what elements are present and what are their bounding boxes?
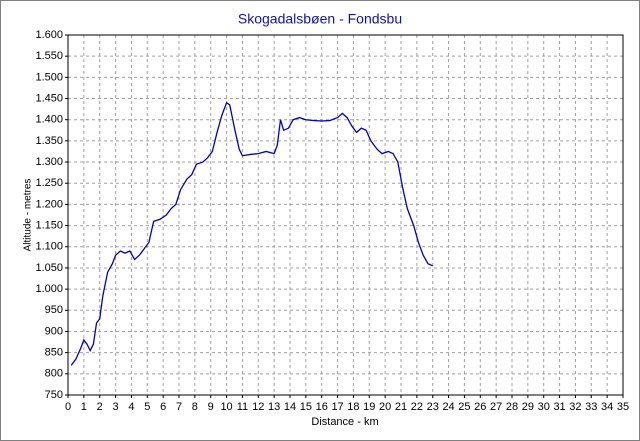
x-tick-label: 33	[585, 401, 597, 413]
x-tick-label: 23	[427, 401, 439, 413]
x-tick-label: 34	[601, 401, 613, 413]
y-tick-label: 750	[45, 389, 63, 401]
x-tick-label: 18	[347, 401, 359, 413]
x-tick-label: 8	[192, 401, 198, 413]
x-axis-label: Distance - km	[311, 416, 378, 428]
y-tick-label: 1.150	[35, 219, 63, 231]
y-tick-label: 800	[45, 368, 63, 380]
x-tick-label: 28	[506, 401, 518, 413]
y-tick-label: 1.200	[35, 198, 63, 210]
x-tick-label: 13	[268, 401, 280, 413]
x-tick-label: 2	[97, 401, 103, 413]
y-tick-label: 1.550	[35, 50, 63, 62]
y-tick-label: 1.400	[35, 114, 63, 126]
y-tick-label: 1.450	[35, 92, 63, 104]
x-tick-label: 16	[316, 401, 328, 413]
x-tick-label: 19	[363, 401, 375, 413]
y-tick-label: 950	[45, 304, 63, 316]
y-tick-label: 1.100	[35, 241, 63, 253]
x-tick-label: 15	[300, 401, 312, 413]
x-tick-label: 1	[81, 401, 87, 413]
y-tick-label: 1.250	[35, 177, 63, 189]
x-tick-label: 11	[237, 401, 248, 413]
y-tick-label: 1.600	[35, 29, 63, 41]
x-tick-label: 35	[617, 401, 629, 413]
x-tick-label: 32	[569, 401, 581, 413]
x-tick-label: 3	[113, 401, 119, 413]
x-tick-label: 26	[474, 401, 486, 413]
altitude-line	[70, 101, 433, 366]
y-axis-label: Altitude - metres	[23, 179, 34, 252]
plot-area	[68, 35, 623, 395]
plot-border	[67, 34, 624, 396]
x-tick-label: 10	[220, 401, 232, 413]
x-tick-label: 12	[252, 401, 264, 413]
x-tick-label: 22	[411, 401, 423, 413]
x-tick-label: 24	[442, 401, 454, 413]
x-tick-label: 4	[128, 401, 134, 413]
x-tick-label: 30	[538, 401, 550, 413]
x-tick-label: 0	[65, 401, 71, 413]
y-tick-label: 1.300	[35, 156, 63, 168]
x-tick-label: 25	[458, 401, 470, 413]
x-tick-label: 5	[144, 401, 150, 413]
chart-title: Skogadalsbøen - Fondsbu	[238, 11, 402, 27]
x-tick-label: 27	[490, 401, 502, 413]
y-tick-label: 900	[45, 325, 63, 337]
x-tick-label: 7	[176, 401, 182, 413]
x-tick-label: 14	[284, 401, 296, 413]
y-tick-label: 1.350	[35, 135, 63, 147]
x-tick-label: 31	[553, 401, 565, 413]
y-tick-label: 1.500	[35, 71, 63, 83]
x-tick-label: 21	[395, 401, 407, 413]
x-tick-label: 6	[160, 401, 166, 413]
x-tick-label: 9	[208, 401, 214, 413]
y-tick-label: 1.000	[35, 283, 63, 295]
x-tick-label: 17	[331, 401, 343, 413]
x-tick-label: 20	[379, 401, 391, 413]
x-tick-label: 29	[522, 401, 534, 413]
y-tick-label: 850	[45, 347, 63, 359]
y-tick-label: 1.050	[35, 262, 63, 274]
